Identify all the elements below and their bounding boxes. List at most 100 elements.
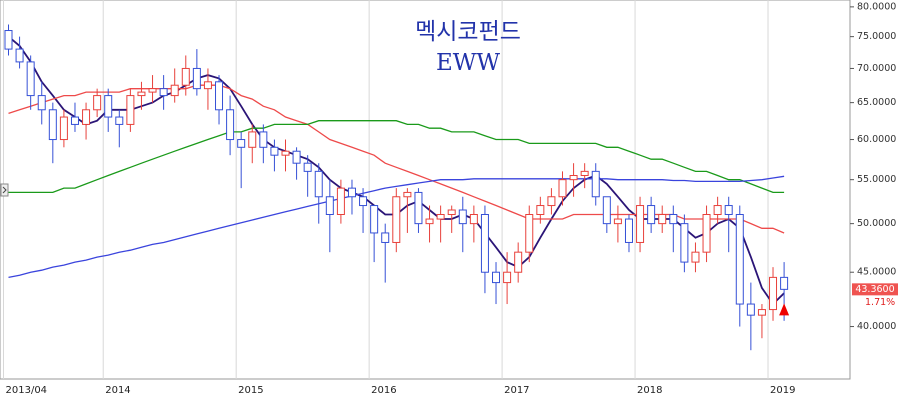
candle-body — [381, 232, 390, 243]
candle-body — [514, 251, 523, 273]
candle-body — [37, 95, 46, 111]
candle-body — [359, 196, 368, 207]
y-tick-label: 60.0000 — [857, 134, 896, 145]
chart-subtitle: EWW — [436, 50, 500, 76]
candle-body — [26, 61, 35, 97]
candle-body — [48, 109, 57, 141]
candle-body — [536, 205, 545, 216]
x-tick-label: 2016 — [371, 385, 396, 396]
axes: 2013/04 2014 2015 2016 2017 2018 2019 40.0000 45… — [6, 1, 898, 396]
plot-frame — [0, 0, 851, 380]
candle-body — [314, 170, 323, 198]
candle-body — [480, 214, 489, 273]
candle-body — [769, 276, 778, 311]
y-tick-label: 80.0000 — [857, 1, 896, 12]
y-tick-label: 70.0000 — [857, 63, 896, 74]
signal-arrow — [779, 303, 790, 316]
candle-body — [702, 214, 711, 253]
y-tick-label: 75.0000 — [857, 31, 896, 42]
candle-body — [602, 196, 611, 225]
candle-body — [292, 150, 301, 164]
grid — [3, 0, 769, 379]
last-price-box — [852, 283, 898, 296]
candles — [4, 24, 789, 351]
candle-body — [547, 196, 556, 207]
candle-body — [281, 150, 290, 156]
candle-body — [392, 196, 401, 243]
change-label: 1.71% — [865, 297, 895, 308]
candle-body — [259, 131, 268, 148]
candle-body — [347, 187, 356, 198]
candle-body — [569, 175, 578, 181]
candle-body — [93, 95, 102, 111]
candle-body — [746, 303, 755, 316]
candle-body — [680, 223, 689, 263]
candle-body — [104, 95, 113, 118]
candle-body — [336, 187, 345, 216]
candle-body — [181, 67, 190, 86]
last-price-label: 43.3600 — [855, 284, 894, 295]
x-tick-label: 2015 — [238, 385, 263, 396]
y-tick-label: 50.0000 — [857, 218, 896, 229]
candle-body — [647, 205, 656, 225]
y-tick-label: 65.0000 — [857, 97, 896, 108]
candle-body — [636, 205, 645, 243]
scroll-handle[interactable] — [0, 183, 9, 197]
candle-body — [126, 95, 135, 125]
candle-body — [724, 205, 733, 216]
moving-average-line — [8, 120, 785, 194]
candle-body — [658, 214, 667, 225]
candle-body — [713, 205, 722, 216]
candle-body — [436, 214, 445, 220]
candle-body — [624, 218, 633, 243]
candle-body — [59, 116, 68, 141]
candle-body — [15, 48, 24, 63]
candle-body — [303, 162, 312, 172]
candle-body — [757, 309, 766, 316]
candle-body — [458, 209, 467, 225]
candle-body — [591, 170, 600, 198]
candle-body — [226, 109, 235, 141]
candle-body — [115, 116, 124, 125]
candle-body — [425, 218, 434, 225]
moving-average-line — [8, 175, 785, 279]
candle-body — [237, 139, 246, 148]
x-tick-label: 2017 — [504, 385, 529, 396]
candle-body — [691, 251, 700, 263]
x-tick-label: 2014 — [105, 385, 130, 396]
y-tick-label: 40.0000 — [857, 321, 896, 332]
candle-body — [148, 88, 157, 93]
candle-body — [580, 170, 589, 177]
candle-body — [735, 214, 744, 305]
candle-body — [325, 196, 334, 216]
candle-body — [170, 84, 179, 97]
handle-arrow — [2, 186, 7, 194]
candle-body — [780, 276, 789, 290]
candle-body — [613, 218, 622, 225]
candle-body — [192, 67, 201, 90]
x-tick-label: 2018 — [637, 385, 662, 396]
y-tick-label: 55.0000 — [857, 174, 896, 185]
candle-body — [82, 109, 91, 125]
candle-body — [414, 191, 423, 225]
x-tick-label: 2013/04 — [6, 385, 48, 396]
y-tick-label: 45.0000 — [857, 267, 896, 278]
candle-body — [4, 30, 13, 50]
candle-body — [270, 146, 279, 156]
candle-body — [503, 271, 512, 284]
candle-body — [558, 179, 567, 198]
chart-title: 멕시코펀드 — [415, 19, 521, 45]
candle-body — [159, 88, 168, 97]
candle-body — [370, 205, 379, 234]
candle-body — [203, 81, 212, 90]
candle-body — [215, 81, 224, 111]
candle-body — [447, 209, 456, 216]
candle-body — [492, 271, 501, 284]
candle-body — [669, 214, 678, 225]
candle-body — [403, 191, 412, 198]
candle-body — [70, 116, 79, 125]
candle-body — [469, 214, 478, 225]
candle-body — [525, 214, 534, 253]
candle-body — [137, 91, 146, 97]
